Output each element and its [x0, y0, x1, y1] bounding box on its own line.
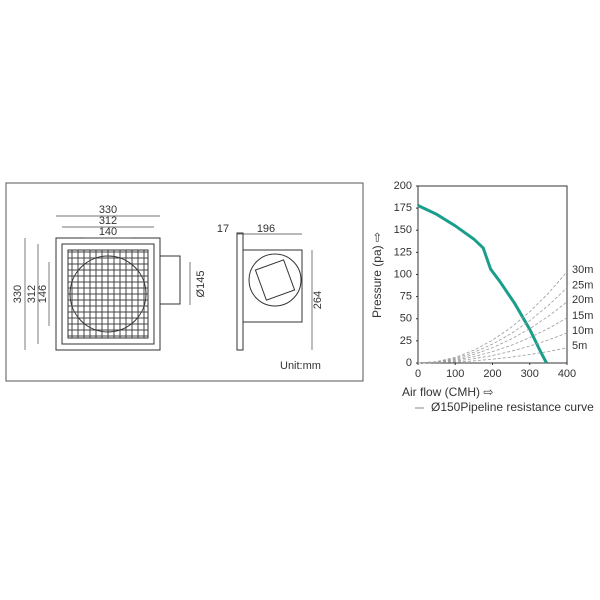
dimension-label: 146 — [37, 285, 49, 303]
curve-label: 15m — [572, 310, 593, 322]
dimension-label: Ø145 — [195, 271, 207, 298]
dimension-label: 264 — [312, 291, 324, 309]
grille — [67, 249, 149, 339]
dimension-label: 312 — [99, 215, 117, 227]
resistance-curve — [417, 301, 568, 364]
dimension-label: 330 — [12, 285, 24, 303]
x-tick-label: 0 — [415, 368, 421, 380]
resistance-curve — [417, 317, 568, 364]
y-tick-label: 50 — [400, 313, 412, 325]
drawing-frame — [5, 182, 364, 382]
front-inner — [61, 243, 155, 345]
x-tick-label: 100 — [446, 368, 464, 380]
dimension-label: 140 — [99, 226, 117, 238]
resistance-curve — [417, 271, 568, 364]
fan-outline — [69, 255, 147, 333]
side-collar — [248, 253, 302, 307]
y-tick-label: 0 — [406, 357, 412, 369]
dimension-label: 196 — [257, 223, 275, 235]
curve-label: 10m — [572, 325, 593, 337]
legend-note: Ø150Pipeline resistance curve — [431, 400, 594, 414]
damper — [254, 259, 296, 301]
side-flange — [236, 232, 244, 351]
y-tick-label: 75 — [400, 291, 412, 303]
performance-chart: Pressure (pa) ⇨ Air flow (CMH) ⇨ Ø150Pip… — [370, 180, 594, 414]
y-tick-label: 100 — [394, 268, 412, 280]
resistance-curve — [417, 332, 568, 364]
x-tick-label: 200 — [483, 368, 501, 380]
technical-drawing: 330 312 140 330 312 146 Ø145 17 196 264 … — [5, 182, 364, 382]
dimension-label: 312 — [26, 285, 38, 303]
y-tick-label: 25 — [400, 335, 412, 347]
x-tick-label: 300 — [521, 368, 539, 380]
plot-frame — [417, 185, 568, 364]
duct-side — [159, 255, 181, 305]
y-tick-label: 175 — [394, 202, 412, 214]
dimension-label: 330 — [99, 204, 117, 216]
y-tick-label: 125 — [394, 246, 412, 258]
fan-curve — [417, 204, 548, 364]
dimension-label: 17 — [217, 223, 229, 235]
curve-label: 30m — [572, 264, 593, 276]
y-axis-label: Pressure (pa) ⇨ — [370, 232, 384, 318]
side-body — [242, 249, 303, 323]
curve-label: 5m — [572, 340, 587, 352]
y-tick-label: 150 — [394, 224, 412, 236]
resistance-curve — [417, 287, 568, 364]
curve-label: 25m — [572, 280, 593, 292]
y-tick-label: 200 — [394, 180, 412, 192]
unit-label: Unit:mm — [280, 360, 321, 372]
x-axis-label: Air flow (CMH) ⇨ — [402, 385, 493, 399]
x-tick-label: 400 — [558, 368, 576, 380]
curve-label: 20m — [572, 294, 593, 306]
